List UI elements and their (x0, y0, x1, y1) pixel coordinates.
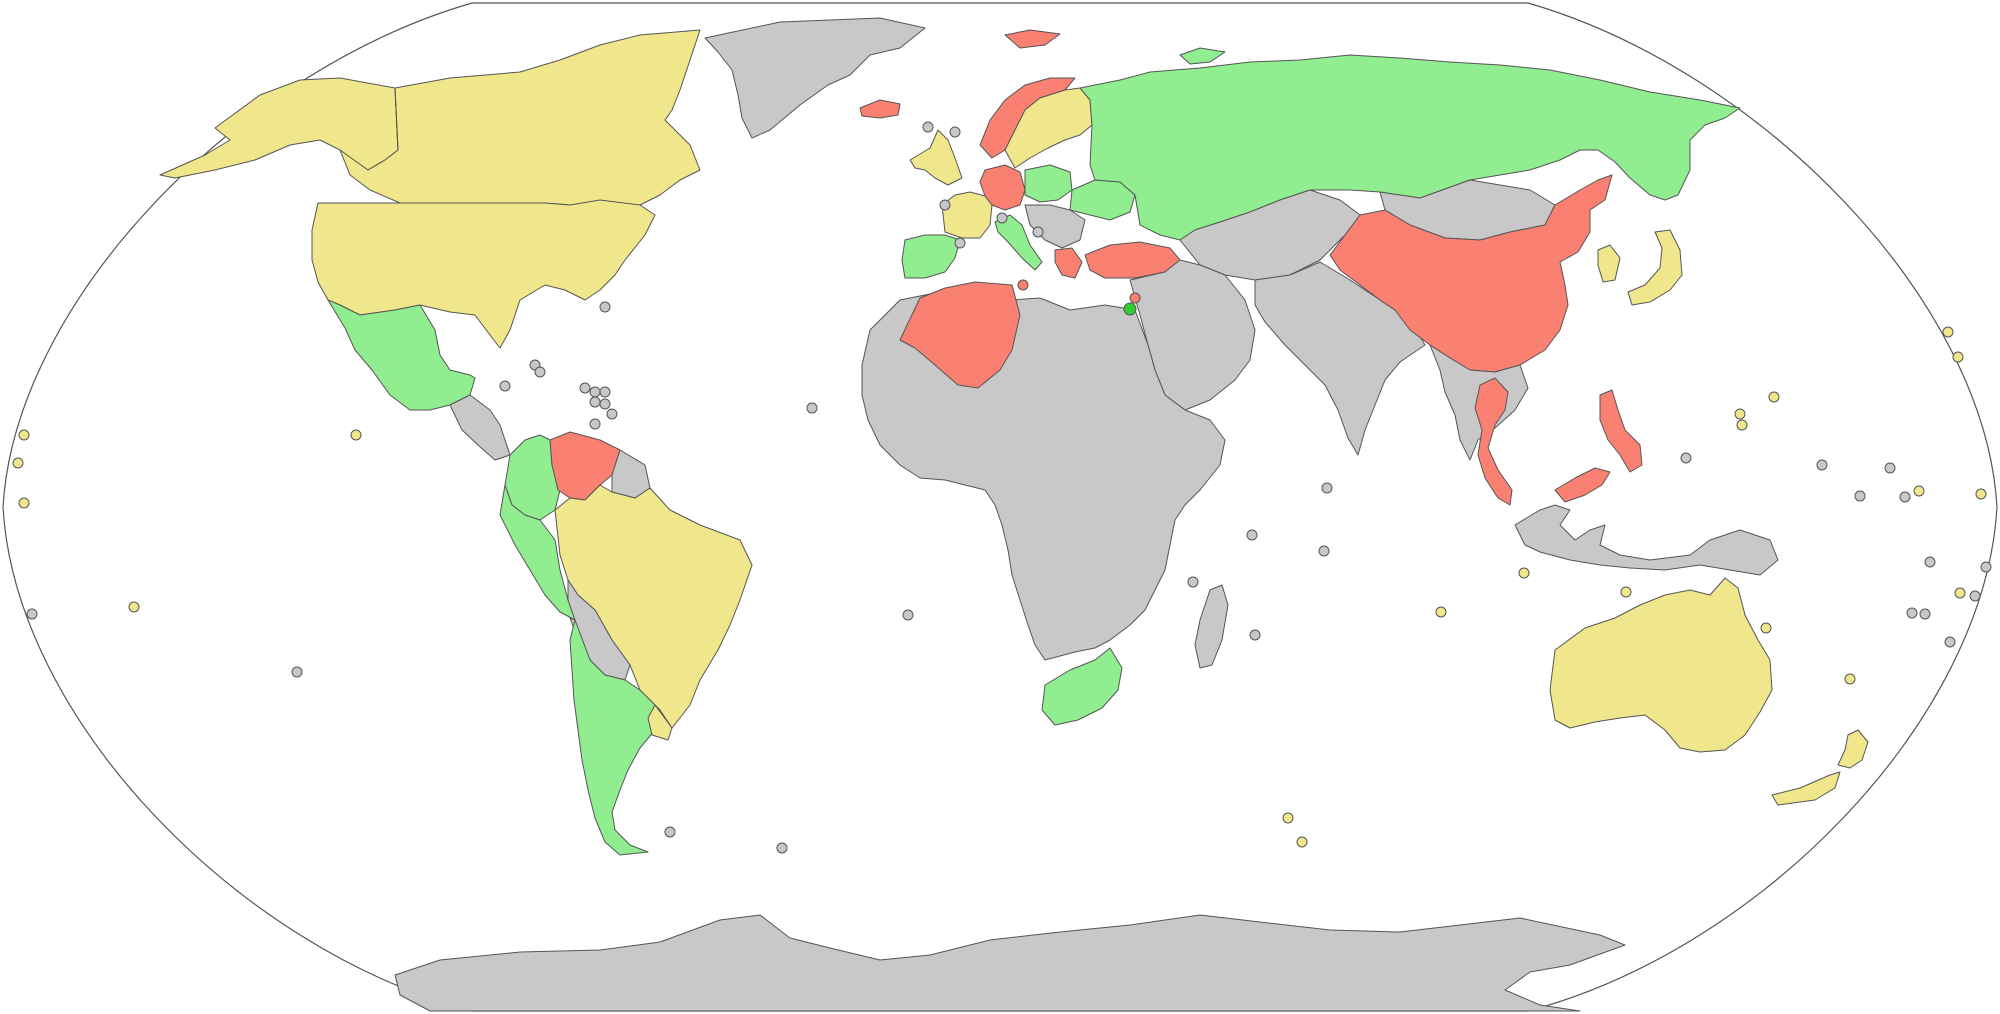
marker (1844, 673, 1856, 685)
marker (589, 396, 601, 408)
marker (1768, 391, 1780, 403)
madagascar (1194, 584, 1229, 669)
marker (1249, 629, 1261, 641)
marker (1435, 606, 1447, 618)
marker (1969, 590, 1981, 602)
marker (664, 826, 676, 838)
novaya-zemlya (1179, 47, 1226, 65)
marker (599, 398, 611, 410)
marker (1318, 545, 1330, 557)
argentina-chile (569, 619, 661, 856)
marker (1944, 636, 1956, 648)
marker (1620, 586, 1632, 598)
marker (1032, 226, 1044, 238)
africa (861, 289, 1226, 661)
marker (902, 609, 914, 621)
marker (128, 601, 140, 613)
china (1329, 174, 1613, 373)
marker (291, 666, 303, 678)
algeria (899, 281, 1021, 389)
marker (806, 402, 818, 414)
antarctica (394, 914, 1626, 1012)
marker (599, 301, 611, 313)
marker (1913, 485, 1925, 497)
marker (1906, 607, 1918, 619)
marker (606, 408, 618, 420)
marker (350, 429, 362, 441)
canada (339, 29, 701, 211)
marker (1975, 488, 1987, 500)
italy (994, 214, 1043, 271)
poland (1024, 164, 1073, 203)
marker (1854, 490, 1866, 502)
greenland (704, 17, 926, 139)
marker (1952, 351, 1964, 363)
marker (1884, 462, 1896, 474)
svalbard (1004, 29, 1061, 49)
marker (939, 199, 951, 211)
mexico (327, 299, 476, 411)
marker (996, 212, 1008, 224)
uk-ireland (909, 129, 963, 186)
indonesia (1514, 504, 1779, 576)
marker (1760, 622, 1772, 634)
marker (499, 380, 511, 392)
marker (1017, 279, 1029, 291)
marker (1919, 608, 1931, 620)
marker (1899, 491, 1911, 503)
marker (18, 429, 30, 441)
australia (1549, 577, 1773, 753)
marker (1736, 419, 1748, 431)
marker (26, 608, 38, 620)
marker (1942, 326, 1954, 338)
marker (1129, 292, 1141, 304)
iberia (901, 234, 961, 279)
india (1254, 261, 1426, 456)
marker (589, 418, 601, 430)
marker (1924, 556, 1936, 568)
south-africa (1041, 647, 1123, 726)
uruguay (647, 704, 673, 741)
small-territory-markers (12, 121, 1992, 854)
marker (1816, 459, 1828, 471)
marker (1123, 302, 1137, 316)
marker (18, 497, 30, 509)
central-america (449, 394, 511, 461)
marker (1680, 452, 1692, 464)
thailand (1474, 377, 1513, 506)
marker (1518, 567, 1530, 579)
marker (776, 842, 788, 854)
marker (589, 386, 601, 398)
alaska-canada-border (394, 87, 399, 151)
greece (1054, 247, 1083, 279)
malaysia (1554, 467, 1611, 503)
germany (979, 164, 1026, 211)
marker (579, 382, 591, 394)
philippines (1599, 389, 1643, 473)
marker (954, 237, 966, 249)
marker (1954, 587, 1966, 599)
marker (1980, 561, 1992, 573)
marker (922, 121, 934, 133)
marker (1296, 836, 1308, 848)
japan (1627, 229, 1683, 306)
russia (1079, 54, 1741, 241)
marker (1734, 408, 1746, 420)
marker (1187, 576, 1199, 588)
marker (12, 457, 24, 469)
marker (599, 386, 611, 398)
new-zealand (1771, 729, 1869, 806)
marker (1282, 812, 1294, 824)
france (941, 191, 993, 239)
marker (1246, 529, 1258, 541)
iceland (859, 99, 901, 119)
korea (1597, 244, 1621, 283)
marker (1321, 482, 1333, 494)
marker (534, 366, 546, 378)
marker (949, 126, 961, 138)
